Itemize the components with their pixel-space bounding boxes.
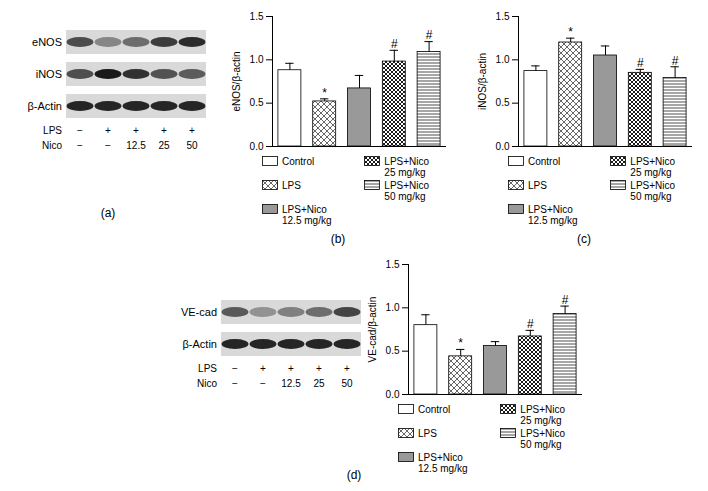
svg-text:−: − (260, 378, 266, 389)
svg-text:50: 50 (341, 378, 353, 389)
svg-text:*: * (568, 25, 573, 39)
html-text:LPS+Nico: LPS+Nico (630, 180, 676, 191)
svg-text:12.5: 12.5 (126, 140, 146, 151)
html-text:Control: Control (418, 404, 451, 415)
html-text:12.5 mg/kg: 12.5 mg/kg (418, 463, 468, 474)
svg-text:0.0: 0.0 (386, 389, 400, 400)
svg-text:+: + (161, 125, 167, 136)
svg-text:eNOS/β-actin: eNOS/β-actin (231, 51, 242, 111)
html-text:50 mg/kg: 50 mg/kg (630, 191, 672, 202)
svg-text:#: # (391, 37, 398, 51)
svg-text:−: − (232, 378, 238, 389)
html-text:25 mg/kg: 25 mg/kg (630, 167, 672, 178)
svg-text:eNOS: eNOS (32, 36, 62, 48)
svg-text:12.5: 12.5 (281, 378, 301, 389)
html-text:12.5 mg/kg: 12.5 mg/kg (282, 215, 332, 226)
svg-text:+: + (189, 125, 195, 136)
svg-text:*: * (458, 336, 463, 350)
html-text:LPS+Nico: LPS+Nico (384, 180, 430, 191)
svg-text:#: # (637, 56, 644, 70)
svg-text:1.0: 1.0 (496, 54, 510, 65)
svg-text:25: 25 (158, 140, 170, 151)
svg-text:Nico: Nico (197, 378, 217, 389)
svg-text:0.5: 0.5 (250, 97, 264, 108)
html-text:12.5 mg/kg: 12.5 mg/kg (528, 215, 578, 226)
svg-text:VE-cad: VE-cad (181, 306, 217, 318)
svg-text:β-Actin: β-Actin (183, 338, 217, 350)
svg-text:VE-cad/β-actin: VE-cad/β-actin (367, 297, 378, 363)
svg-text:1.5: 1.5 (386, 259, 400, 270)
svg-text:#: # (672, 54, 679, 68)
svg-text:Nico: Nico (42, 140, 62, 151)
svg-text:1.5: 1.5 (250, 11, 264, 22)
html-text:LPS+Nico: LPS+Nico (282, 204, 327, 215)
html-text:Control: Control (528, 156, 561, 167)
html-text:LPS+Nico: LPS+Nico (520, 428, 566, 439)
svg-text:#: # (562, 293, 569, 307)
html-text:LPS: LPS (282, 180, 301, 191)
html-text:LPS+Nico: LPS+Nico (418, 452, 463, 463)
html-text:(d): (d) (346, 468, 362, 482)
html-text:LPS+Nico: LPS+Nico (630, 156, 676, 167)
svg-text:#: # (527, 317, 534, 331)
svg-text:1.0: 1.0 (250, 54, 264, 65)
svg-text:0.0: 0.0 (496, 141, 510, 152)
svg-text:0.5: 0.5 (496, 97, 510, 108)
svg-text:0.5: 0.5 (386, 345, 400, 356)
svg-text:iNOS: iNOS (36, 68, 62, 80)
html-text:(c): (c) (577, 232, 591, 246)
html-text:LPS+Nico: LPS+Nico (520, 404, 566, 415)
svg-text:−: − (105, 140, 111, 151)
svg-text:*: * (322, 86, 327, 100)
html-text:LPS+Nico: LPS+Nico (384, 156, 430, 167)
svg-text:−: − (77, 125, 83, 136)
svg-text:0.0: 0.0 (250, 141, 264, 152)
svg-text:+: + (105, 125, 111, 136)
html-text:25 mg/kg: 25 mg/kg (520, 415, 562, 426)
html-text:(a): (a) (100, 206, 116, 220)
svg-text:+: + (344, 363, 350, 374)
svg-text:+: + (316, 363, 322, 374)
html-text:LPS: LPS (418, 428, 437, 439)
html-text:50 mg/kg: 50 mg/kg (520, 439, 562, 450)
svg-text:1.5: 1.5 (496, 11, 510, 22)
html-text:25 mg/kg: 25 mg/kg (384, 167, 426, 178)
svg-text:LPS: LPS (43, 125, 62, 136)
html-text:(b): (b) (330, 232, 346, 246)
svg-text:50: 50 (186, 140, 198, 151)
html-text:Control: Control (282, 156, 315, 167)
svg-text:+: + (260, 363, 266, 374)
svg-text:1.0: 1.0 (386, 302, 400, 313)
svg-text:iNOS/β-actin: iNOS/β-actin (477, 53, 488, 110)
html-text:LPS: LPS (528, 180, 547, 191)
svg-text:−: − (232, 363, 238, 374)
svg-text:β-Actin: β-Actin (28, 100, 62, 112)
svg-text:+: + (133, 125, 139, 136)
svg-text:25: 25 (313, 378, 325, 389)
svg-text:+: + (288, 363, 294, 374)
html-text:50 mg/kg: 50 mg/kg (384, 191, 426, 202)
html-text:LPS+Nico: LPS+Nico (528, 204, 573, 215)
svg-text:LPS: LPS (198, 363, 217, 374)
svg-text:#: # (426, 28, 433, 42)
svg-text:−: − (77, 140, 83, 151)
